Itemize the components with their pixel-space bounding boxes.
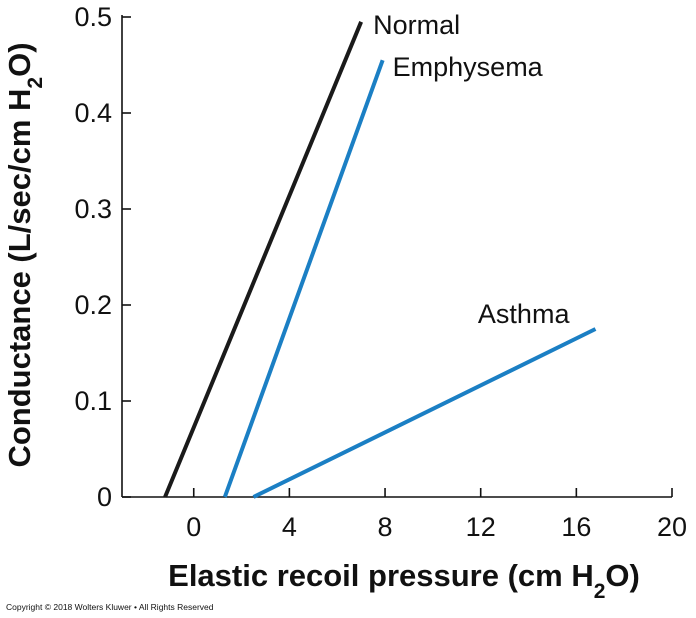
series-label-normal: Normal bbox=[373, 10, 460, 40]
y-tick-label: 0.4 bbox=[74, 98, 112, 128]
x-tick-label: 4 bbox=[282, 512, 297, 542]
copyright-notice: Copyright © 2018 Wolters Kluwer • All Ri… bbox=[6, 602, 214, 612]
y-tick-label: 0.3 bbox=[74, 194, 112, 224]
series-label-asthma: Asthma bbox=[478, 299, 571, 329]
axes bbox=[121, 15, 673, 498]
y-tick-label: 0.1 bbox=[74, 386, 112, 416]
y-tick-label: 0.2 bbox=[74, 290, 112, 320]
y-tick-label: 0.5 bbox=[74, 2, 112, 32]
x-axis-title: Elastic recoil pressure (cm H2O) bbox=[168, 558, 640, 603]
y-tick-label: 0 bbox=[97, 482, 112, 512]
x-tick-label: 20 bbox=[657, 512, 687, 542]
series-line-normal bbox=[163, 21, 363, 498]
series-line-asthma bbox=[252, 327, 597, 499]
series-lines bbox=[163, 21, 597, 499]
x-tick-label: 0 bbox=[186, 512, 201, 542]
series-line-emphysema bbox=[222, 59, 385, 498]
y-axis-title: Conductance (L/sec/cm H2O) bbox=[2, 42, 47, 467]
x-tick-label: 16 bbox=[561, 512, 591, 542]
labels: 0 0.1 0.2 0.3 0.4 0.5 0 4 8 12 16 20 Normal Emphysema… bbox=[2, 2, 687, 603]
x-tick-label: 8 bbox=[378, 512, 393, 542]
series-label-emphysema: Emphysema bbox=[393, 52, 544, 82]
x-tick-label: 12 bbox=[466, 512, 496, 542]
